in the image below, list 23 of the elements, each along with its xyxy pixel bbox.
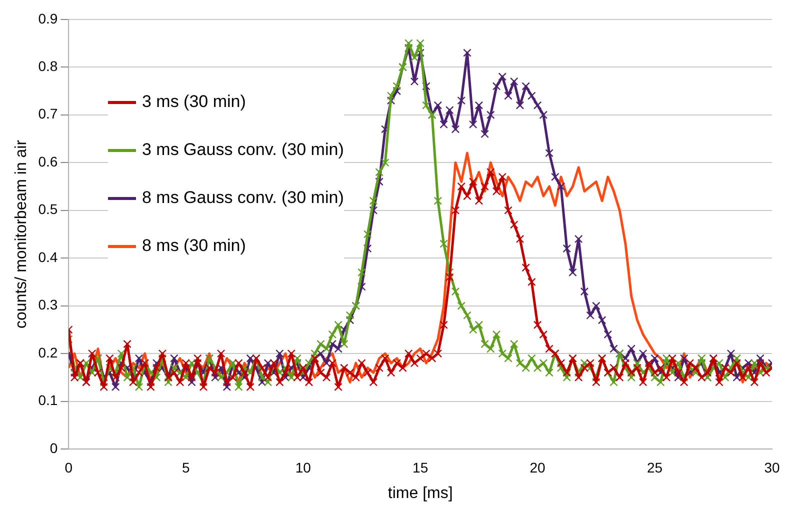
- y-axis-title: counts/ monitorbeam in air: [13, 139, 30, 328]
- x-tick-label: 5: [182, 459, 190, 476]
- legend-label: 8 ms (30 min): [142, 236, 246, 256]
- y-tick-label: 0.6: [38, 153, 58, 170]
- y-tick-label: 0: [50, 440, 58, 456]
- x-tick-label: 25: [646, 459, 663, 476]
- y-tick-label: 0.7: [38, 106, 58, 122]
- y-tick-label: 0.5: [38, 201, 58, 218]
- y-tick-label: 0.1: [38, 392, 58, 408]
- x-tick-label: 15: [412, 459, 428, 476]
- x-tick-label: 0: [64, 459, 73, 476]
- x-tick-label: 30: [764, 459, 780, 476]
- x-axis-title: time [ms]: [388, 484, 453, 502]
- y-tick-label: 0.8: [38, 58, 58, 74]
- y-tick-label: 0.9: [38, 10, 58, 26]
- legend-label: 3 ms Gauss conv. (30 min): [142, 140, 344, 160]
- x-tick-label: 20: [530, 459, 546, 476]
- x-tick-label: 10: [295, 459, 312, 476]
- legend-label: 3 ms (30 min): [142, 92, 246, 112]
- y-tick-label: 0.4: [38, 248, 58, 265]
- y-tick-label: 0.3: [38, 296, 58, 313]
- y-tick-label: 0.2: [38, 344, 58, 360]
- legend-label: 8 ms Gauss conv. (30 min): [142, 188, 344, 208]
